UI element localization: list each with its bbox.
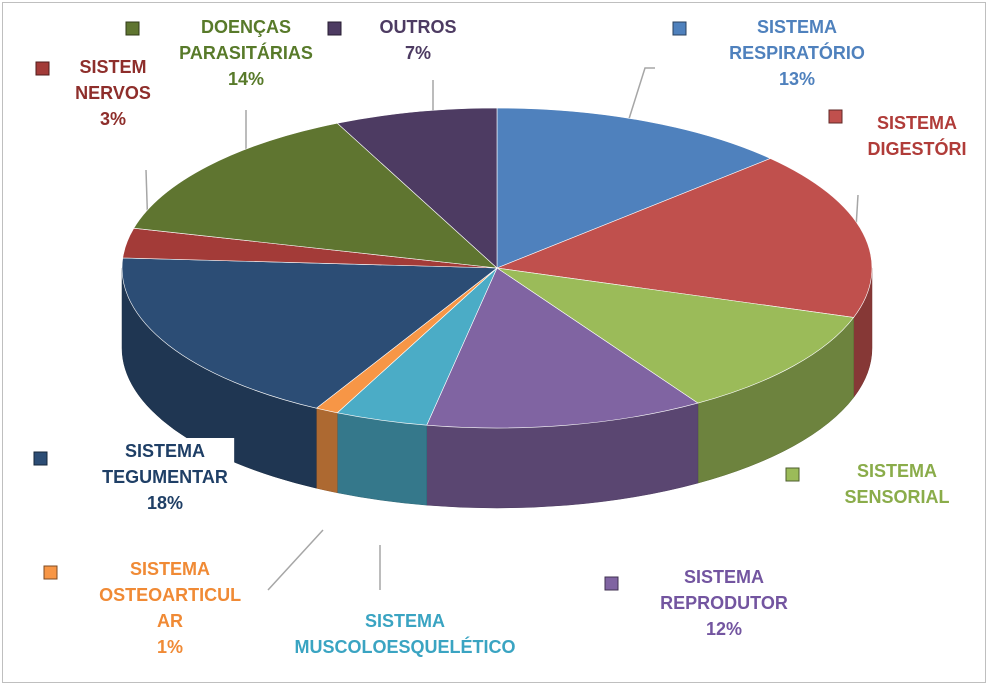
data-label-name: SISTEMA MUSCOLOESQUELÉTICO <box>294 611 516 657</box>
data-label-name: SISTEMA DIGESTÓRI <box>867 113 967 159</box>
slice <box>496 107 772 269</box>
slice <box>336 107 498 269</box>
data-label: SISTEMA TEGUMENTAR 18% <box>96 438 234 516</box>
data-label-value: 3% <box>99 109 126 129</box>
data-label-name: SISTEMA OSTEOARTICUL AR <box>99 559 242 631</box>
data-label-name: SISTEMA SENSORIAL <box>844 461 950 507</box>
data-label-name: SISTEM NERVOS <box>75 57 151 103</box>
data-label-value: 14% <box>227 69 265 89</box>
leader-line <box>267 529 324 591</box>
slice-side <box>316 407 338 494</box>
label-marker <box>672 21 687 36</box>
data-label-value: 1% <box>156 637 184 657</box>
label-marker <box>125 21 140 36</box>
data-label: SISTEMA MUSCOLOESQUELÉTICO <box>288 608 522 660</box>
slice <box>496 267 855 404</box>
slice <box>495 158 873 318</box>
leader-line <box>627 67 655 123</box>
slice-side <box>337 412 427 506</box>
slice <box>121 257 498 409</box>
slice <box>426 267 699 429</box>
data-label: SISTEM NERVOS 3% <box>69 54 157 132</box>
data-label: SISTEMA REPRODUTOR 12% <box>654 564 794 642</box>
data-label-name: SISTEMA RESPIRATÓRIO <box>729 17 865 63</box>
label-marker <box>604 576 619 591</box>
label-marker <box>828 109 843 124</box>
slice <box>133 122 498 269</box>
label-marker <box>327 21 342 36</box>
label-marker <box>43 565 58 580</box>
label-marker <box>35 61 50 76</box>
data-label-value: 13% <box>778 69 816 89</box>
data-label-value: 7% <box>404 43 432 63</box>
label-marker <box>785 467 800 482</box>
data-label-value: 12% <box>705 619 743 639</box>
data-label: SISTEMA RESPIRATÓRIO 13% <box>723 14 871 92</box>
label-marker <box>33 451 48 466</box>
data-label: OUTROS 7% <box>373 14 463 66</box>
data-label: DOENÇAS PARASITÁRIAS 14% <box>173 14 319 92</box>
data-label-value: 18% <box>146 493 184 513</box>
data-label-name: DOENÇAS PARASITÁRIAS <box>179 17 313 63</box>
data-label: SISTEMA DIGESTÓRI <box>861 110 973 162</box>
data-label: SISTEMA SENSORIAL <box>838 458 956 510</box>
data-label: SISTEMA OSTEOARTICUL AR 1% <box>93 556 247 660</box>
data-label-name: OUTROS <box>379 17 457 37</box>
data-label-name: SISTEMA TEGUMENTAR <box>102 441 228 487</box>
data-label-name: SISTEMA REPRODUTOR <box>660 567 788 613</box>
